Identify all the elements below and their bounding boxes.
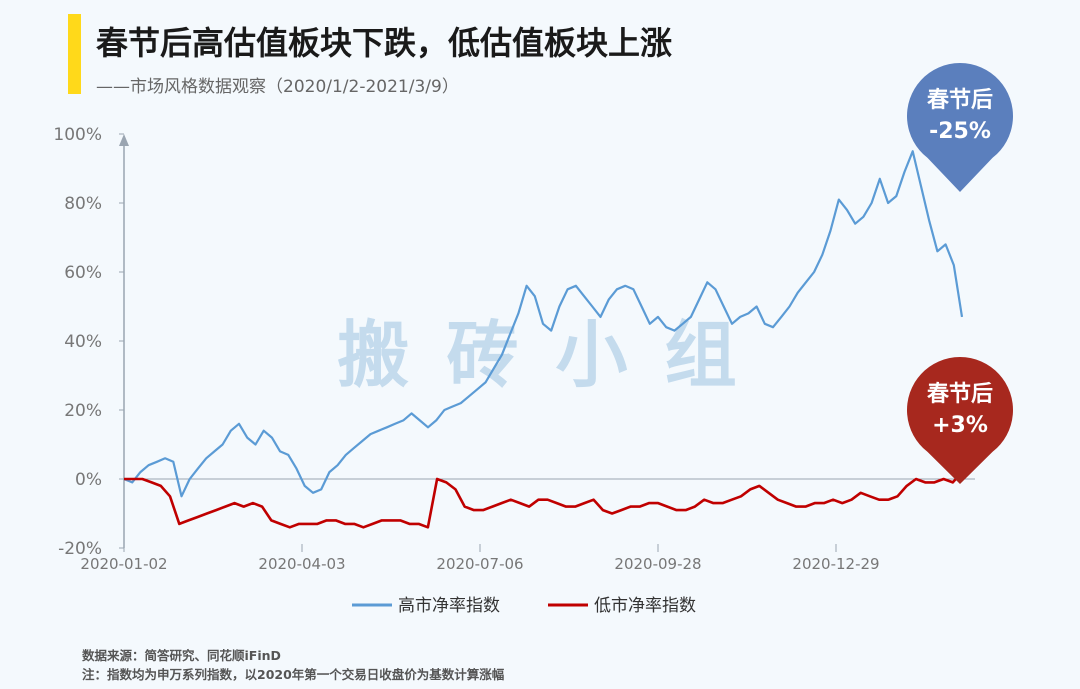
y-tick-label: 60%	[64, 263, 102, 283]
y-tick-label: 80%	[64, 194, 102, 214]
chart-subtitle: ——市场风格数据观察（2020/1/2-2021/3/9）	[96, 77, 459, 97]
callout-high-line2: -25%	[929, 119, 991, 144]
callout-low-line2: +3%	[932, 413, 988, 438]
axes-group: -20% 0% 20% 40% 60% 80% 100% 2020-01-02 2020-04-…	[53, 125, 975, 573]
callout-low-line1: 春节后	[927, 382, 993, 407]
y-tick-label: 40%	[64, 332, 102, 352]
chart-title: 春节后高估值板块下跌，低估值板块上涨	[96, 24, 673, 62]
callout-high: 春节后 -25%	[907, 63, 1014, 192]
legend: 高市净率指数 低市净率指数	[352, 596, 696, 616]
y-tick-label: 100%	[53, 125, 102, 145]
callout-low-pin	[907, 357, 1014, 484]
x-tick-label: 2020-01-02	[80, 555, 167, 573]
series-line-high	[123, 150, 964, 498]
y-axis-arrow	[119, 134, 129, 146]
x-tick-label: 2020-09-28	[614, 555, 701, 573]
footer-note: 注：指数均为申万系列指数，以2020年第一个交易日收盘价为基数计算涨幅	[82, 667, 505, 682]
y-tick-label: -20%	[58, 539, 102, 559]
watermark: 搬 砖 小 组	[337, 313, 742, 397]
y-tick-label: 0%	[75, 470, 102, 490]
legend-label-high: 高市净率指数	[398, 596, 500, 616]
title-accent-bar	[68, 14, 81, 94]
series-lines	[123, 150, 964, 529]
x-tick-label: 2020-04-03	[258, 555, 345, 573]
callout-low: 春节后 +3%	[907, 357, 1014, 484]
legend-label-low: 低市净率指数	[594, 596, 696, 616]
series-line-low	[124, 471, 963, 529]
callout-high-line1: 春节后	[927, 88, 993, 113]
footer-source: 数据来源：简答研究、同花顺iFinD	[82, 648, 281, 663]
callout-high-pin	[907, 63, 1014, 192]
y-tick-label: 20%	[64, 401, 102, 421]
x-tick-label: 2020-07-06	[436, 555, 523, 573]
x-tick-label: 2020-12-29	[792, 555, 879, 573]
